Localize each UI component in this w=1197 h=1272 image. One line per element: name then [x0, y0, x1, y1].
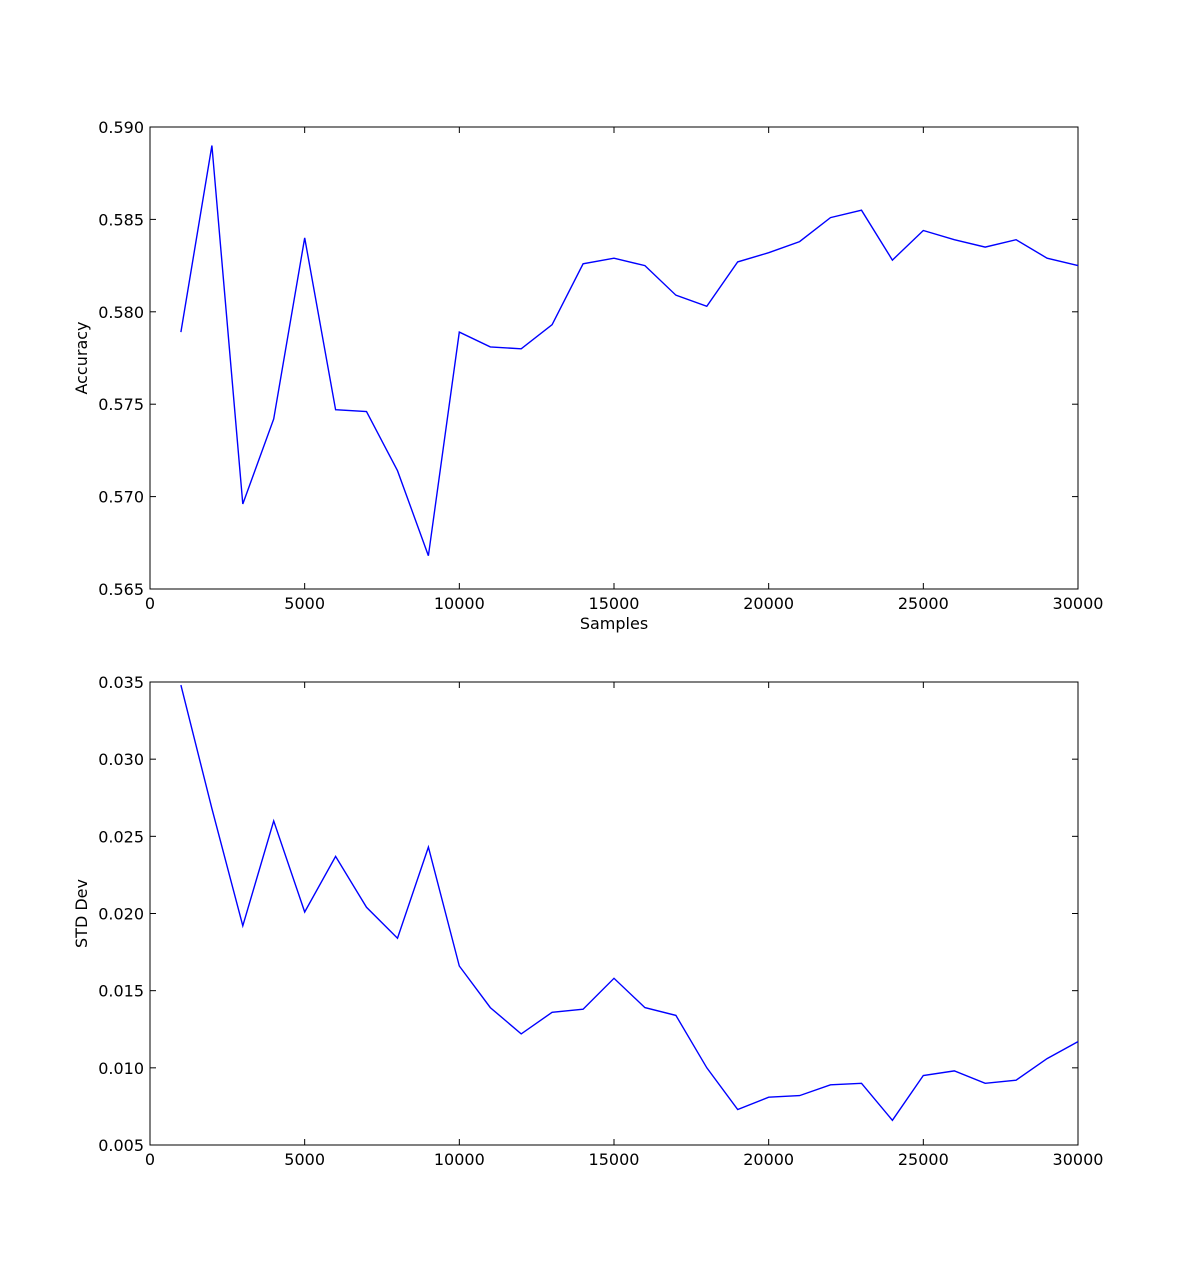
- accuracy-x-axis-label: Samples: [580, 614, 648, 633]
- std-dev-y-tick-label: 0.005: [98, 1136, 144, 1155]
- accuracy-x-tick-label: 0: [145, 594, 155, 613]
- std-dev-x-tick-label: 20000: [743, 1150, 794, 1169]
- std-dev-y-tick-label: 0.030: [98, 750, 144, 769]
- accuracy-y-tick-label: 0.570: [98, 488, 144, 507]
- accuracy-y-axis-label: Accuracy: [72, 321, 91, 394]
- accuracy-series-line: [180, 145, 1079, 556]
- std-dev-y-tick-label: 0.015: [98, 982, 144, 1001]
- std-dev-x-tick-label: 25000: [898, 1150, 949, 1169]
- accuracy-plot-frame: [149, 126, 1079, 590]
- std-dev-series-line: [180, 684, 1079, 1122]
- accuracy-x-tick-label: 30000: [1053, 594, 1104, 613]
- std-dev-x-tick-label: 0: [145, 1150, 155, 1169]
- accuracy-y-tick-label: 0.590: [98, 118, 144, 137]
- accuracy-y-tick-label: 0.580: [98, 303, 144, 322]
- std-dev-x-tick-label: 30000: [1053, 1150, 1104, 1169]
- std-dev-plot: 0 5000 10000 15000 20000 25000 30000 0.005 0.010…: [72, 673, 1103, 1169]
- std-dev-y-tick-label: 0.010: [98, 1059, 144, 1078]
- std-dev-plot-frame: [149, 681, 1079, 1146]
- std-dev-x-tick-label: 10000: [434, 1150, 485, 1169]
- accuracy-plot: 0 5000 10000 15000 20000 25000 30000 0.565 0.570…: [72, 118, 1103, 633]
- accuracy-x-tick-label: 5000: [284, 594, 325, 613]
- std-dev-y-tick-label: 0.020: [98, 905, 144, 924]
- std-dev-x-tick-label: 15000: [589, 1150, 640, 1169]
- accuracy-x-tick-label: 10000: [434, 594, 485, 613]
- std-dev-y-tick-label: 0.035: [98, 673, 144, 692]
- std-dev-y-tick-label: 0.025: [98, 827, 144, 846]
- accuracy-x-tick-label: 25000: [898, 594, 949, 613]
- accuracy-x-tick-label: 15000: [589, 594, 640, 613]
- std-dev-y-axis-label: STD Dev: [72, 879, 91, 948]
- accuracy-y-tick-label: 0.575: [98, 395, 144, 414]
- std-dev-x-tick-label: 5000: [284, 1150, 325, 1169]
- accuracy-y-tick-label: 0.565: [98, 580, 144, 599]
- accuracy-y-tick-label: 0.585: [98, 210, 144, 229]
- accuracy-x-tick-label: 20000: [743, 594, 794, 613]
